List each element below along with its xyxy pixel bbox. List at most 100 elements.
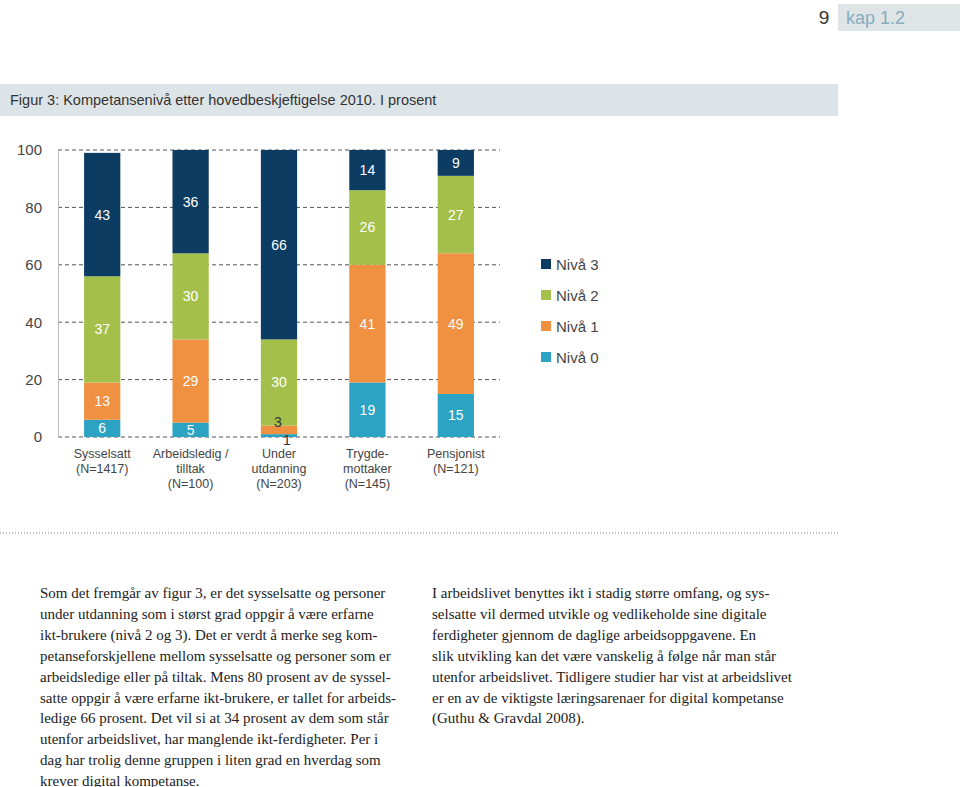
data-label: 49 <box>448 316 464 332</box>
bar-segment <box>84 276 120 382</box>
legend: Nivå 3Nivå 2Nivå 1Nivå 0 <box>541 256 599 366</box>
body-line: krever digital kompetanse. <box>40 773 200 787</box>
data-label: 13 <box>94 393 110 409</box>
x-axis: Sysselsatt(N=1417)Arbeidsledig /tilltak(… <box>74 437 485 491</box>
data-label: 27 <box>448 207 464 223</box>
data-label: 66 <box>271 237 287 253</box>
data-label: 15 <box>448 407 464 423</box>
body-line: Som det fremgår av figur 3, er det sysse… <box>40 585 385 601</box>
x-tick-label-line: Trygde- <box>346 447 389 461</box>
bar-segment <box>261 150 297 339</box>
bar-segment <box>438 150 474 176</box>
x-tick: Pensjonist(N=121) <box>427 437 485 476</box>
x-tick-label-line: tilltak <box>176 462 205 476</box>
bar-segment <box>438 394 474 437</box>
text-column: Som det fremgår av figur 3, er det sysse… <box>40 585 396 787</box>
text-column: I arbeidslivet benyttes ikt i stadig stø… <box>432 585 793 727</box>
bar-segment <box>438 176 474 253</box>
x-tick-label-line: (N=100) <box>168 477 214 491</box>
bar-segment <box>172 150 208 253</box>
data-label: 30 <box>183 288 199 304</box>
page: 9kap 1.2Figur 3: Kompetansenivå etter ho… <box>0 0 960 787</box>
x-tick-label-line: Under <box>262 447 296 461</box>
body-line: under utdanning som i størst grad oppgir… <box>40 606 374 622</box>
bar-segment <box>349 265 385 383</box>
data-label: 37 <box>94 321 110 337</box>
x-tick-label: Arbeidsledig /tilltak(N=100) <box>153 447 229 491</box>
body-line: arbeidsledige eller på tiltak. Mens 80 p… <box>40 669 391 685</box>
page-number: 9 <box>819 7 830 28</box>
body-line: selsatte vil dermed utvikle og vedlikeho… <box>432 606 767 622</box>
bar-segment <box>349 190 385 265</box>
y-tick-label: 60 <box>25 256 42 273</box>
data-label: 9 <box>452 155 460 171</box>
y-tick-label: 20 <box>25 371 42 388</box>
x-tick-label-line: Pensjonist <box>427 447 485 461</box>
legend-swatch <box>541 259 551 269</box>
bar-segment <box>172 423 208 437</box>
body-line: (Guthu & Gravdal 2008). <box>432 710 584 727</box>
legend-label: Nivå 0 <box>556 349 599 366</box>
x-tick-label-line: (N=1417) <box>76 462 128 476</box>
legend-label: Nivå 1 <box>556 318 599 335</box>
separator <box>0 533 838 534</box>
legend-swatch <box>541 352 551 362</box>
bar-segment <box>438 253 474 394</box>
data-label: 43 <box>94 207 110 223</box>
bars <box>84 150 474 437</box>
body-line: slik utvikling kan det være vanskelig å … <box>432 648 776 664</box>
bar-segment <box>261 339 297 425</box>
y-tick-label: 40 <box>25 314 42 331</box>
data-label: 14 <box>360 162 376 178</box>
data-label: 6 <box>98 420 106 436</box>
body-line: ledige 66 prosent. Det vil si at 34 pros… <box>40 710 389 726</box>
data-label: 29 <box>183 373 199 389</box>
data-label: 26 <box>360 219 376 235</box>
bar-segment <box>84 153 120 276</box>
chart-title: Figur 3: Kompetansenivå etter hovedbeskj… <box>10 92 436 108</box>
body-line: utenfor arbeidslivet. Tidligere studier … <box>432 669 793 685</box>
grid <box>58 150 500 437</box>
body-line: ferdigheter gjennom de daglige arbeidsop… <box>432 627 757 643</box>
body-line: er en av de viktigste læringsarenaer for… <box>432 690 784 706</box>
y-axis: 0 20 40 60 80 100 <box>17 141 59 445</box>
data-label: 3 <box>274 414 282 430</box>
bar-segment <box>349 150 385 190</box>
body-line: ikt-brukere (nivå 2 og 3). Det er verdt … <box>40 627 377 644</box>
x-tick-label-line: (N=121) <box>433 462 479 476</box>
y-tick-label: 0 <box>34 428 42 445</box>
y-tick: 0 <box>34 428 58 445</box>
legend-label: Nivå 3 <box>556 256 599 273</box>
data-label: 36 <box>183 194 199 210</box>
x-tick: Underutdanning(N=203) <box>252 437 307 491</box>
y-axis-line <box>58 151 59 438</box>
body-line: I arbeidslivet benyttes ikt i stadig stø… <box>432 585 769 601</box>
y-tick: 80 <box>25 199 58 216</box>
x-tick-label-line: (N=203) <box>256 477 302 491</box>
data-label: 41 <box>360 316 376 332</box>
x-tick-label-line: Sysselsatt <box>74 447 131 461</box>
body-line: petanseforskjellene mellom sysselsatte o… <box>40 648 391 664</box>
y-tick: 20 <box>25 371 58 388</box>
bar-segment <box>84 420 120 437</box>
body-line: utenfor arbeidslivet, har manglende ikt-… <box>40 731 378 747</box>
y-tick: 40 <box>25 314 58 331</box>
y-tick: 60 <box>25 256 58 273</box>
legend-swatch <box>541 321 551 331</box>
data-labels: 61337435293036133066194126141549279 <box>94 155 463 448</box>
bar-segment <box>349 382 385 437</box>
x-tick: Sysselsatt(N=1417) <box>74 437 131 476</box>
bar-segment <box>172 253 208 339</box>
chapter-box <box>838 4 960 31</box>
bar-segment <box>172 339 208 422</box>
data-label: 19 <box>360 402 376 418</box>
y-tick: 100 <box>17 141 58 158</box>
x-tick-label-line: (N=145) <box>345 477 391 491</box>
legend-swatch <box>541 290 551 300</box>
data-label: 5 <box>187 422 195 438</box>
body-line: dag har trolig denne gruppen i liten gra… <box>40 752 381 768</box>
title-box <box>0 84 838 116</box>
x-tick-label-line: mottaker <box>343 462 392 476</box>
data-label: 1 <box>283 432 291 448</box>
x-tick-label-line: Arbeidsledig / <box>153 447 229 461</box>
